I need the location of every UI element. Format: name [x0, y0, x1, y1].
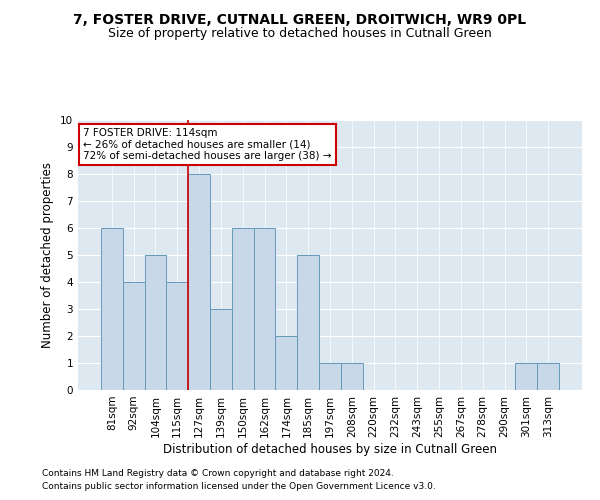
Bar	[537, 363, 559, 390]
Text: 7, FOSTER DRIVE, CUTNALL GREEN, DROITWICH, WR9 0PL: 7, FOSTER DRIVE, CUTNALL GREEN, DROITWIC…	[73, 12, 527, 26]
Bar	[166, 282, 188, 390]
Text: Contains public sector information licensed under the Open Government Licence v3: Contains public sector information licen…	[42, 482, 436, 491]
Bar	[319, 363, 341, 390]
Bar	[254, 228, 275, 390]
Bar	[297, 255, 319, 390]
Bar	[275, 336, 297, 390]
Bar	[515, 363, 537, 390]
Text: 7 FOSTER DRIVE: 114sqm
← 26% of detached houses are smaller (14)
72% of semi-det: 7 FOSTER DRIVE: 114sqm ← 26% of detached…	[83, 128, 332, 162]
Bar	[101, 228, 123, 390]
X-axis label: Distribution of detached houses by size in Cutnall Green: Distribution of detached houses by size …	[163, 442, 497, 456]
Bar	[341, 363, 363, 390]
Bar	[123, 282, 145, 390]
Bar	[232, 228, 254, 390]
Text: Size of property relative to detached houses in Cutnall Green: Size of property relative to detached ho…	[108, 28, 492, 40]
Bar	[210, 309, 232, 390]
Y-axis label: Number of detached properties: Number of detached properties	[41, 162, 55, 348]
Bar	[145, 255, 166, 390]
Text: Contains HM Land Registry data © Crown copyright and database right 2024.: Contains HM Land Registry data © Crown c…	[42, 468, 394, 477]
Bar	[188, 174, 210, 390]
